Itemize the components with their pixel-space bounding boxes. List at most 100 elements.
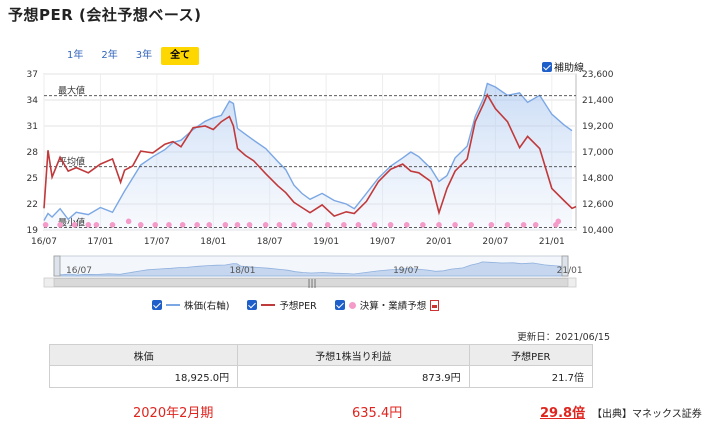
legend-earnings-checkbox[interactable] <box>334 300 345 310</box>
aux-line-toggle[interactable]: 補助線 <box>542 59 584 74</box>
x-tick-label: 19/01 <box>313 237 339 247</box>
pdf-icon[interactable] <box>430 299 440 311</box>
range-2y-button[interactable]: 2年 <box>101 50 118 61</box>
earnings-point <box>42 222 49 228</box>
table-row: 18,925.0円 873.9円 21.7倍 <box>48 365 594 388</box>
x-tick-label: 20/01 <box>426 237 452 247</box>
fiscal-period: 2020年2月期 <box>133 406 214 421</box>
x-tick-label: 19/07 <box>370 237 396 247</box>
earnings-point <box>93 222 100 228</box>
header-per: 予想PER <box>468 344 594 366</box>
period-eps: 635.4円 <box>352 406 403 421</box>
page-title: 予想PER (会社予想ベース) <box>8 6 202 24</box>
navigator-tick-label: 19/07 <box>393 266 419 276</box>
navigator-series <box>53 261 569 277</box>
aux-line-label: 補助線 <box>554 63 584 74</box>
per-line-icon <box>261 304 276 306</box>
earnings-point <box>532 222 539 228</box>
y-left-tick-label: 19 <box>27 226 39 236</box>
legend: 株価(右軸) 予想PER 決算・業績予想 <box>152 298 440 312</box>
earnings-point <box>307 222 313 228</box>
y-right-tick-label: 17,000 <box>582 148 614 158</box>
earnings-point <box>57 222 63 228</box>
navigator-left-handle[interactable] <box>53 255 61 277</box>
earnings-point <box>109 222 116 228</box>
range-1y-button[interactable]: 1年 <box>67 50 84 61</box>
y-right-tick-label: 12,600 <box>582 200 614 210</box>
navigator-tick-label: 18/01 <box>230 266 256 276</box>
earnings-point <box>276 222 283 228</box>
navigator-right-handle[interactable] <box>561 255 569 277</box>
earnings-point <box>468 222 475 228</box>
navigator-scrollbar-thumb[interactable] <box>53 278 569 287</box>
earnings-point <box>520 222 527 228</box>
earnings-point <box>234 222 241 228</box>
y-left-tick-label: 34 <box>27 96 39 106</box>
earnings-point <box>504 222 511 228</box>
earnings-point <box>166 222 172 228</box>
legend-price-checkbox[interactable] <box>152 300 162 310</box>
aux-line-checkbox[interactable] <box>542 61 552 72</box>
legend-per-checkbox[interactable] <box>247 300 258 310</box>
per-series-line <box>43 93 577 218</box>
y-left-tick-label: 28 <box>27 148 39 158</box>
reference-line-label: 最大値 <box>58 85 85 97</box>
x-tick-label: 18/01 <box>200 237 226 247</box>
x-tick-label: 20/07 <box>482 237 508 247</box>
earnings-point <box>194 222 200 228</box>
y-left-tick-label: 37 <box>27 70 38 80</box>
y-left-tick-label: 31 <box>27 122 38 132</box>
y-left-tick-label: 25 <box>27 174 38 184</box>
value-price: 18,925.0円 <box>48 365 239 388</box>
per-chart: 37 34 31 28 25 22 19 23,600 21,400 19,200 17,000 14… <box>27 70 614 289</box>
earnings-point <box>85 222 92 228</box>
value-per: 21.7倍 <box>468 365 594 388</box>
earnings-point <box>152 222 159 228</box>
earnings-point <box>246 222 253 228</box>
legend-earnings-label: 決算・業績予想 <box>359 301 427 312</box>
earnings-point <box>71 222 78 228</box>
earnings-point <box>262 222 269 228</box>
range-3y-button[interactable]: 3年 <box>135 50 153 61</box>
range-selector: 1年 2年 3年 全て <box>58 47 200 65</box>
earnings-point <box>291 222 297 228</box>
y-right-tick-label: 21,400 <box>582 96 614 106</box>
earnings-summary: 2020年2月期 635.4円 29.8倍 【出典】マネックス証券 <box>0 402 718 422</box>
y-right-tick-label: 23,600 <box>582 70 614 80</box>
x-tick-label: 18/07 <box>257 237 283 247</box>
header-eps: 予想1株当り利益 <box>237 344 470 366</box>
earnings-point <box>222 222 229 228</box>
header-price: 株価 <box>48 344 239 366</box>
earnings-point <box>371 222 378 228</box>
legend-per[interactable]: 予想PER <box>247 298 317 312</box>
legend-earnings[interactable]: 決算・業績予想 <box>334 298 440 312</box>
x-tick-label: 17/01 <box>87 237 113 247</box>
earnings-point <box>488 222 495 228</box>
period-per-link[interactable]: 29.8倍 <box>540 406 586 421</box>
range-all-button[interactable]: 全て <box>161 47 200 65</box>
earnings-point <box>179 222 186 228</box>
legend-price-label: 株価(右軸) <box>184 301 230 312</box>
scrollbar-grip-icon: ||| <box>307 279 316 289</box>
earnings-point <box>341 222 347 228</box>
table-header-row: 株価 予想1株当り利益 予想PER <box>48 344 594 366</box>
y-left-tick-label: 22 <box>27 200 38 210</box>
source-label: 【出典】マネックス証券 <box>592 409 702 420</box>
navigator-tick-label: 16/07 <box>66 266 92 276</box>
legend-price[interactable]: 株価(右軸) <box>152 298 229 312</box>
reference-line-label: 最小値 <box>58 216 85 228</box>
navigator-tick-label: 21/01 <box>557 266 583 276</box>
earnings-point <box>355 222 362 228</box>
earnings-point <box>436 222 442 228</box>
earnings-point <box>420 222 426 228</box>
x-tick-label: 16/07 <box>31 237 57 247</box>
earnings-point <box>137 222 144 228</box>
price-line-icon <box>166 304 180 306</box>
earnings-point <box>125 218 132 225</box>
x-tick-label: 21/01 <box>539 237 565 247</box>
earnings-point <box>403 222 410 228</box>
earnings-point <box>387 222 394 228</box>
summary-table: 株価 予想1株当り利益 予想PER 18,925.0円 873.9円 21.7倍 <box>48 344 594 388</box>
earnings-point <box>452 222 458 228</box>
earnings-dot-icon <box>348 301 356 309</box>
